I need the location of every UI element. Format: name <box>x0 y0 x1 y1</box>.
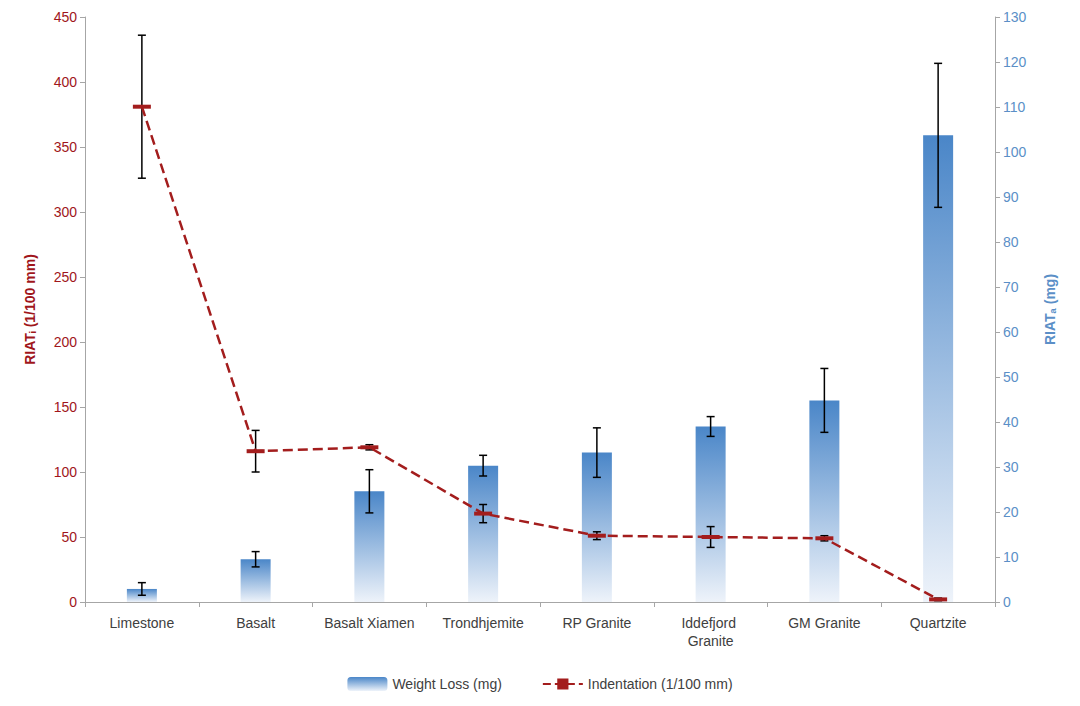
svg-text:200: 200 <box>54 334 78 350</box>
svg-text:Basalt Xiamen: Basalt Xiamen <box>324 615 414 631</box>
svg-text:60: 60 <box>1003 324 1019 340</box>
svg-text:50: 50 <box>1003 369 1019 385</box>
svg-text:110: 110 <box>1003 99 1026 115</box>
svg-text:300: 300 <box>54 204 78 220</box>
svg-text:10: 10 <box>1003 549 1019 565</box>
svg-text:Indentation (1/100 mm): Indentation (1/100 mm) <box>588 676 733 692</box>
svg-text:GM Granite: GM Granite <box>788 615 861 631</box>
svg-text:350: 350 <box>54 139 78 155</box>
svg-text:40: 40 <box>1003 414 1019 430</box>
svg-text:90: 90 <box>1003 189 1019 205</box>
svg-text:400: 400 <box>54 74 78 90</box>
svg-text:70: 70 <box>1003 279 1019 295</box>
svg-text:Limestone: Limestone <box>110 615 175 631</box>
svg-text:30: 30 <box>1003 459 1019 475</box>
svg-text:130: 130 <box>1003 9 1027 25</box>
svg-text:Quartzite: Quartzite <box>910 615 967 631</box>
svg-text:50: 50 <box>61 529 77 545</box>
svg-text:RIATᵢ (1/100 mm): RIATᵢ (1/100 mm) <box>22 254 38 365</box>
svg-text:Weight Loss (mg): Weight Loss (mg) <box>392 676 501 692</box>
svg-text:Granite: Granite <box>688 633 734 649</box>
svg-text:Basalt: Basalt <box>236 615 275 631</box>
svg-text:100: 100 <box>1003 144 1027 160</box>
svg-text:RIATₐ (mg): RIATₐ (mg) <box>1042 274 1058 345</box>
svg-text:20: 20 <box>1003 504 1019 520</box>
svg-text:100: 100 <box>54 464 78 480</box>
svg-text:120: 120 <box>1003 54 1027 70</box>
svg-text:80: 80 <box>1003 234 1019 250</box>
svg-text:Iddefjord: Iddefjord <box>681 615 739 631</box>
svg-text:0: 0 <box>69 594 77 610</box>
svg-text:0: 0 <box>1003 594 1011 610</box>
svg-text:150: 150 <box>54 399 78 415</box>
svg-text:Trondhjemite: Trondhjemite <box>443 615 524 631</box>
svg-text:450: 450 <box>54 9 78 25</box>
svg-text:RP Granite: RP Granite <box>562 615 631 631</box>
svg-text:250: 250 <box>54 269 78 285</box>
